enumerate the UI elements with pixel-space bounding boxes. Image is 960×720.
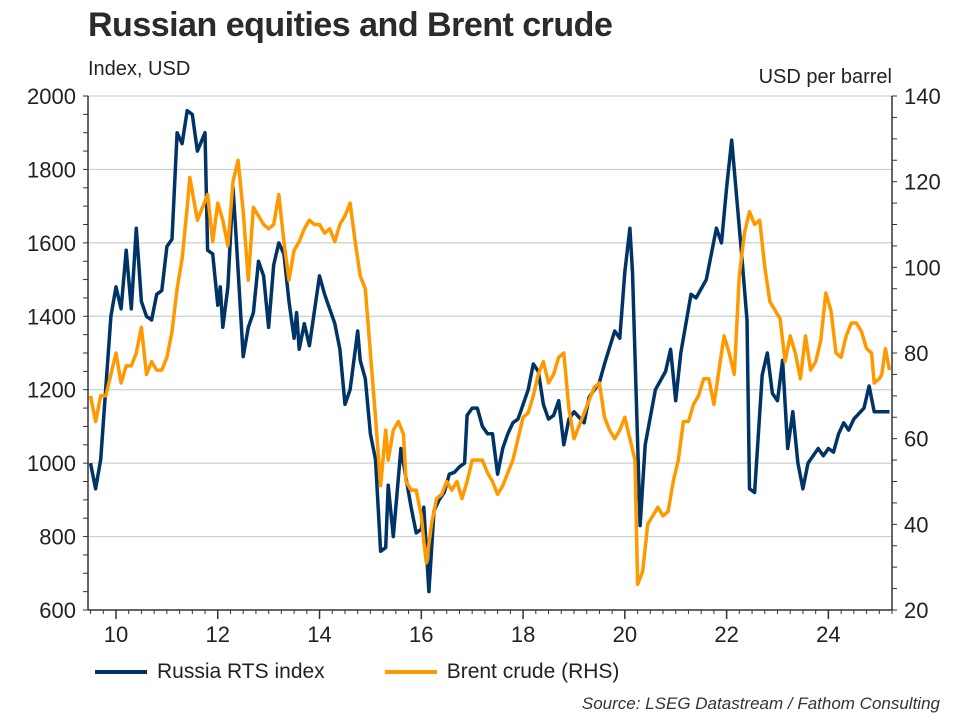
x-tick-label: 24 [816, 622, 840, 647]
y-tick-label: 1600 [27, 231, 76, 256]
x-tick-label: 16 [409, 622, 433, 647]
legend-item-brent: Brent crude (RHS) [384, 660, 620, 684]
legend-label-rts: Russia RTS index [157, 660, 325, 683]
y2-tick-label: 20 [904, 598, 928, 623]
legend-label-brent: Brent crude (RHS) [446, 660, 620, 683]
left-axis-label: Index, USD [88, 58, 191, 80]
y2-tick-label: 140 [904, 84, 941, 109]
legend-swatch-brent [384, 670, 437, 674]
series-line-rts [88, 108, 890, 594]
x-tick-label: 14 [307, 622, 331, 647]
legend: Russia RTS index Brent crude (RHS) [95, 660, 619, 684]
y2-tick-label: 100 [904, 255, 941, 280]
right-axis-label: USD per barrel [758, 66, 892, 88]
y-tick-label: 800 [39, 525, 76, 550]
chart-title: Russian equities and Brent crude [88, 6, 613, 44]
x-tick-label: 18 [511, 622, 535, 647]
y-tick-label: 1200 [27, 378, 76, 403]
y-tick-label: 1800 [27, 157, 76, 182]
source-note: Source: LSEG Datastream / Fathom Consult… [581, 694, 940, 713]
y-tick-label: 600 [39, 598, 76, 623]
x-tick-label: 20 [613, 622, 637, 647]
y-tick-label: 1000 [27, 451, 76, 476]
legend-item-rts: Russia RTS index [95, 660, 325, 684]
y-tick-label: 2000 [27, 84, 76, 109]
y2-tick-label: 120 [904, 170, 941, 195]
y2-tick-label: 60 [904, 427, 928, 452]
x-tick-label: 12 [206, 622, 230, 647]
y2-tick-label: 40 [904, 512, 928, 537]
x-tick-label: 10 [104, 622, 128, 647]
legend-swatch-rts [95, 670, 147, 674]
y-tick-label: 1400 [27, 304, 76, 329]
series-line-brent [88, 158, 892, 587]
y2-tick-label: 80 [904, 341, 928, 366]
x-tick-label: 22 [714, 622, 738, 647]
